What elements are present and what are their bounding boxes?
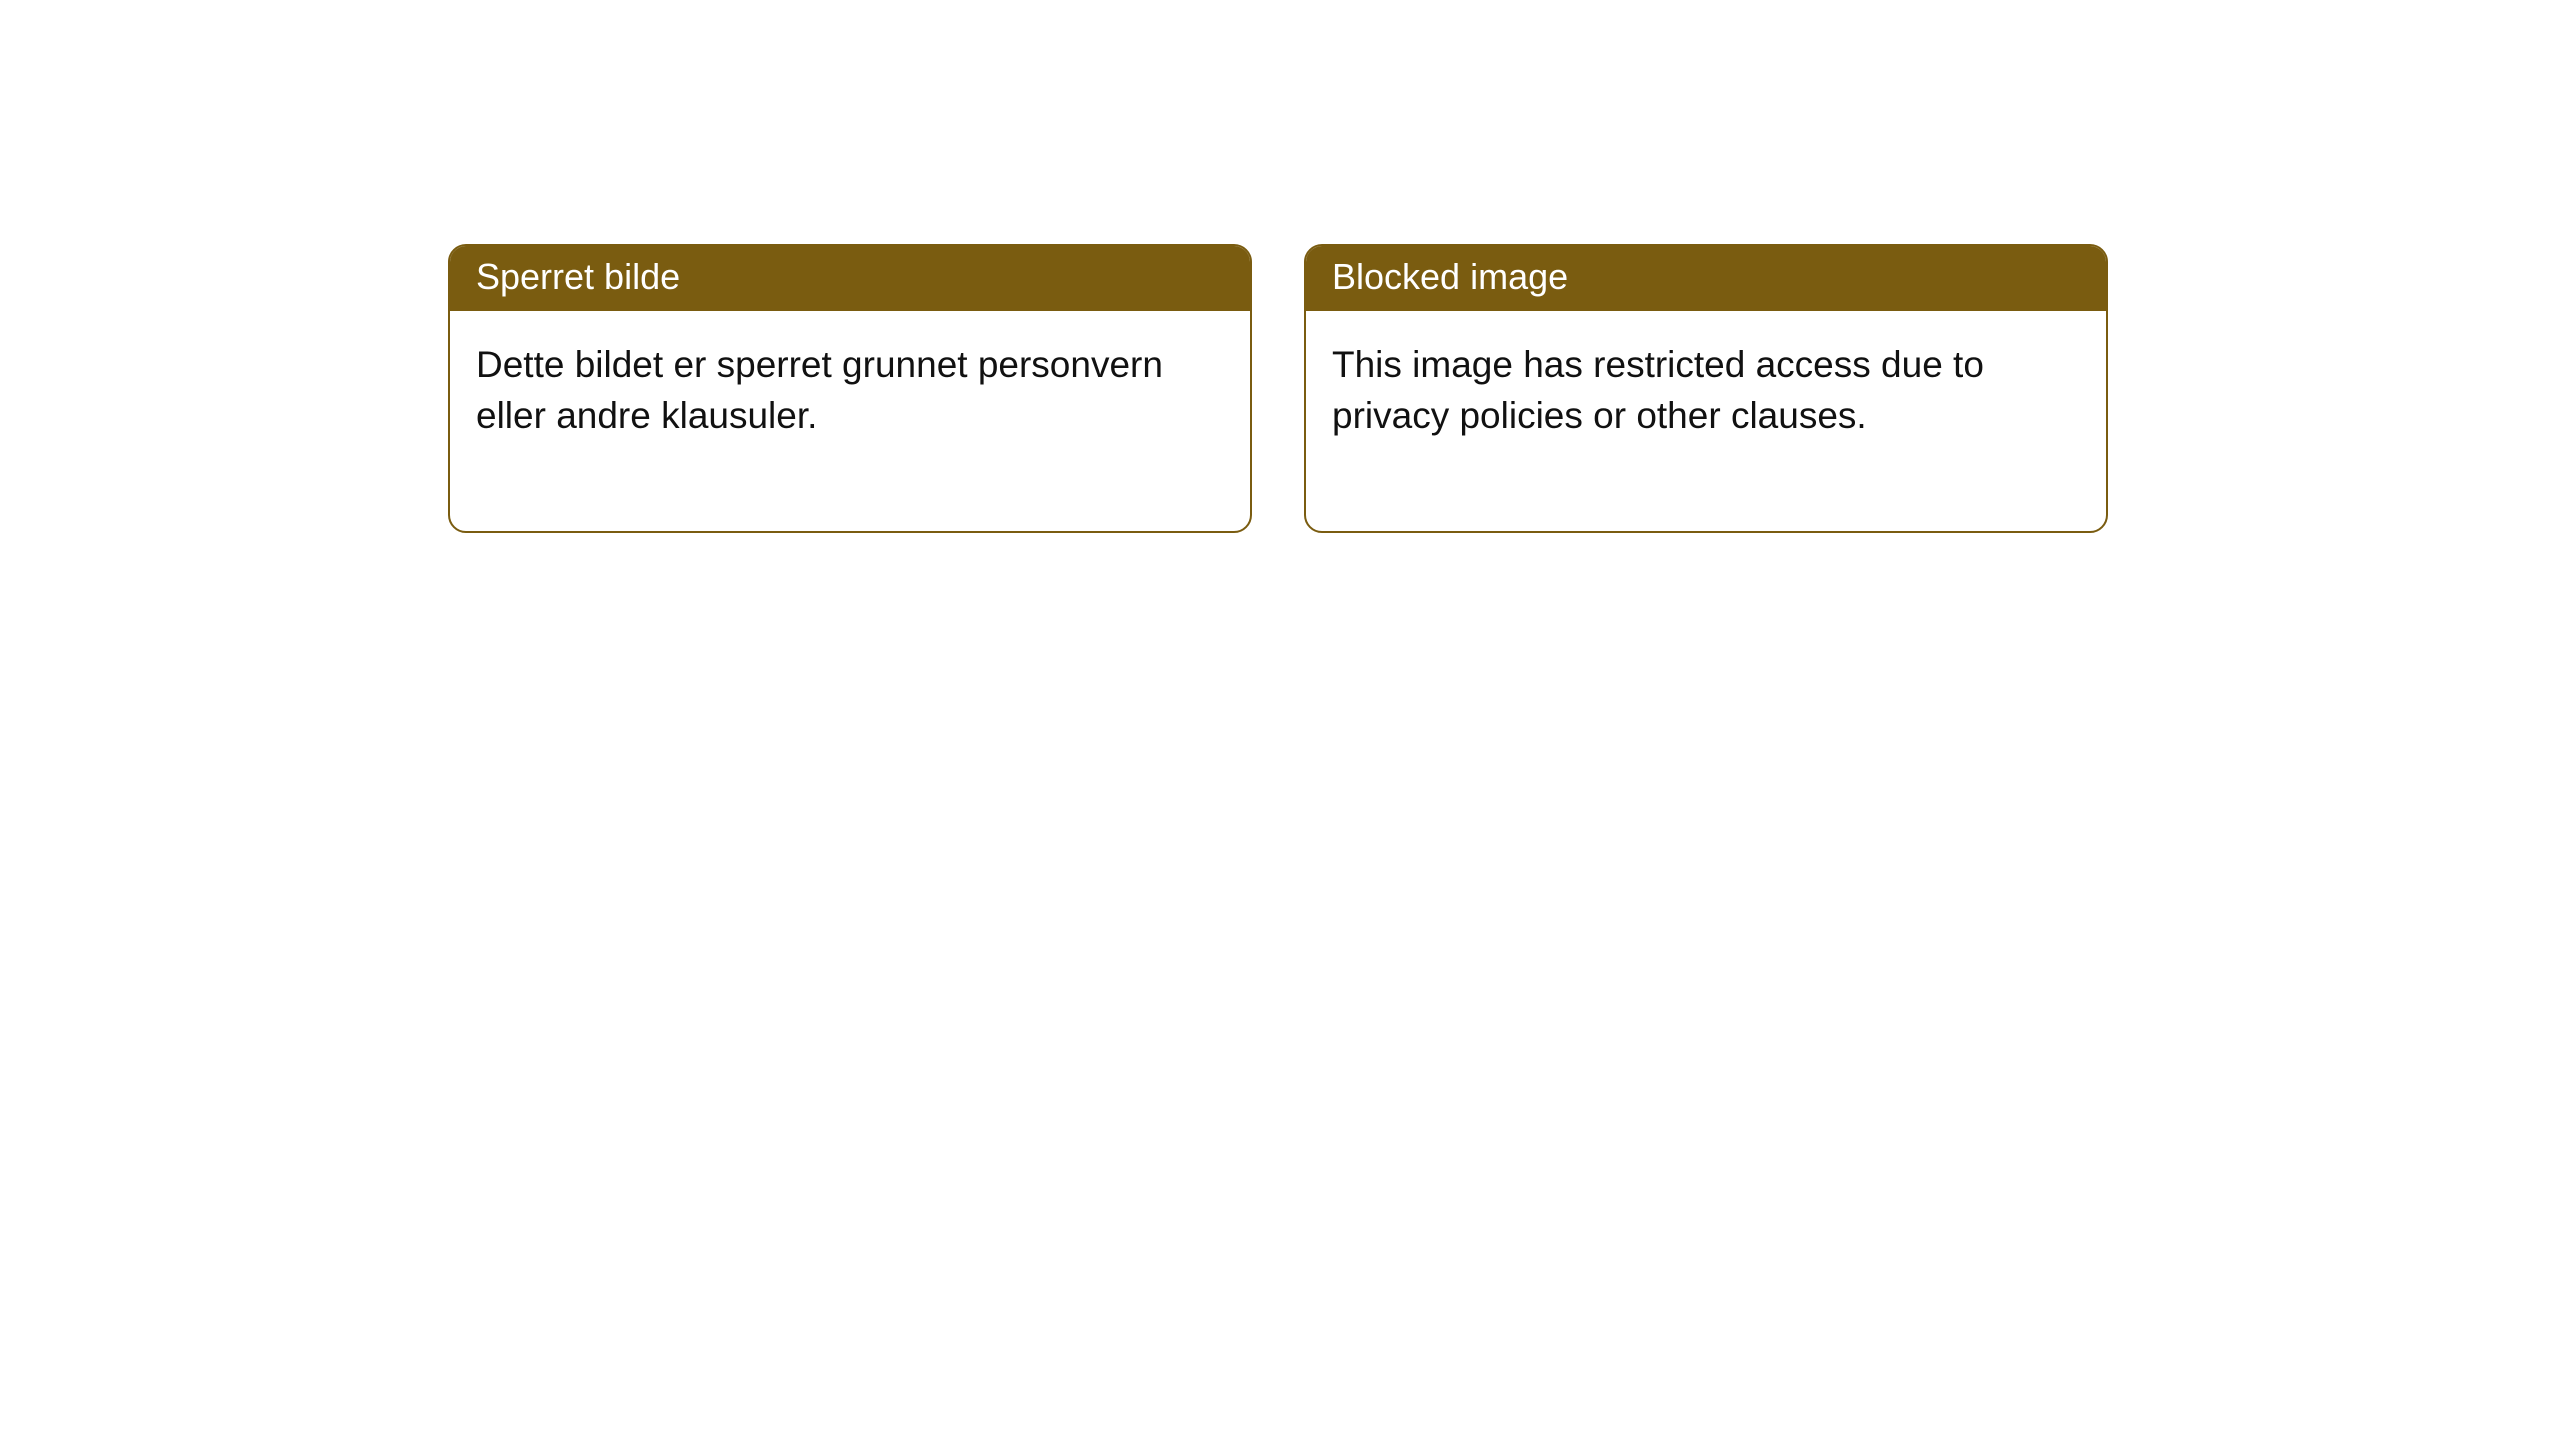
- notice-title-norwegian: Sperret bilde: [450, 246, 1250, 311]
- notice-container: Sperret bilde Dette bildet er sperret gr…: [0, 0, 2560, 533]
- notice-title-english: Blocked image: [1306, 246, 2106, 311]
- notice-card-norwegian: Sperret bilde Dette bildet er sperret gr…: [448, 244, 1252, 533]
- notice-card-english: Blocked image This image has restricted …: [1304, 244, 2108, 533]
- notice-body-english: This image has restricted access due to …: [1306, 311, 2106, 531]
- notice-body-norwegian: Dette bildet er sperret grunnet personve…: [450, 311, 1250, 531]
